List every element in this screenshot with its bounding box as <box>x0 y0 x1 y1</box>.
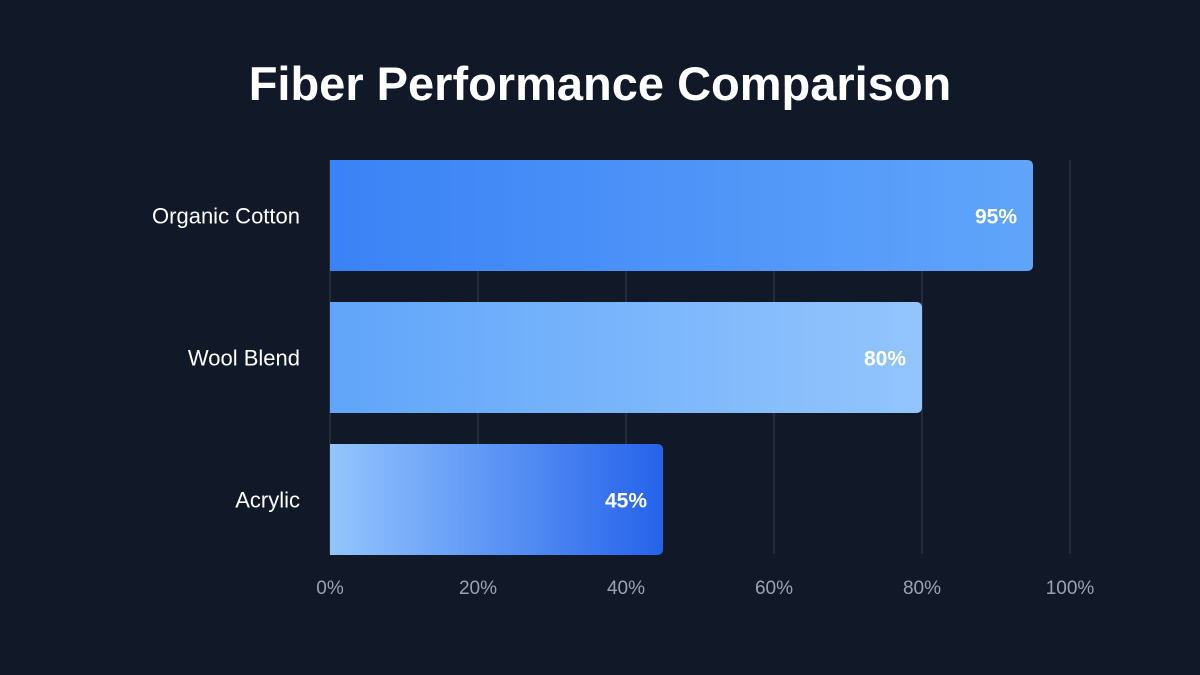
bars <box>330 160 1033 555</box>
x-tick-label: 60% <box>755 578 793 599</box>
data-label: 80% <box>864 348 906 371</box>
category-label: Organic Cotton <box>152 204 300 229</box>
x-tick-label: 100% <box>1046 578 1095 599</box>
category-label: Wool Blend <box>188 346 300 371</box>
x-tick-label: 0% <box>316 578 344 599</box>
bar-acrylic <box>330 444 663 555</box>
x-tick-label: 40% <box>607 578 645 599</box>
bar-wool-blend <box>330 302 922 413</box>
labels: 0% 20% 40% 60% 80% 100% Organic Cotton 95% Wool … <box>152 204 1094 600</box>
data-label: 95% <box>975 206 1017 229</box>
data-label: 45% <box>605 490 647 513</box>
x-tick-label: 20% <box>459 578 497 599</box>
category-label: Acrylic <box>235 488 300 513</box>
x-tick-label: 80% <box>903 578 941 599</box>
chart-title: Fiber Performance Comparison <box>248 57 952 110</box>
bar-organic-cotton <box>330 160 1033 271</box>
